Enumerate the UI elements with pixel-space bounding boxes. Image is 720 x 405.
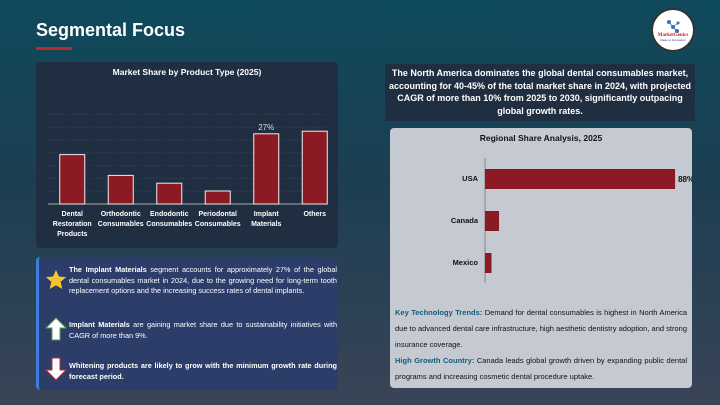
bar [107, 174, 134, 205]
north-america-summary: The North America dominates the global d… [385, 64, 695, 121]
insight-2-bold: Implant Materials [69, 320, 130, 329]
x-tick-label: Implant Materials [251, 211, 282, 228]
data-label: 27% [258, 123, 274, 132]
regional-share-chart: 88% [484, 158, 692, 283]
insight-3: Whitening products are likely to grow wi… [69, 361, 337, 382]
chart-title: Market Share by Product Type (2025) [112, 67, 262, 77]
insight-1: The Implant Materials segment accounts f… [69, 265, 337, 297]
bar [156, 182, 183, 205]
trends-label: Key Technology Trends: [395, 308, 483, 317]
product-share-chart: 27% [48, 113, 328, 205]
bar [301, 130, 328, 205]
insight-2: Implant Materials are gaining market sha… [69, 320, 337, 341]
bar [485, 169, 676, 189]
logo: MarketGenics Ideas to Innovation [651, 8, 695, 52]
product-chart-panel: Market Share by Product Type (2025) 27% … [36, 62, 338, 248]
page-title: Segmental Focus [36, 20, 186, 40]
arrow-down-icon [45, 357, 67, 381]
regional-chart-title: Regional Share Analysis, 2025 [479, 133, 603, 143]
growth-text: Canada leads global growth driven by exp… [395, 356, 687, 381]
logo-name: MarketGenics [657, 32, 689, 38]
network-icon [667, 19, 680, 33]
growth-label: High Growth Country: [395, 356, 475, 365]
title-underline [36, 47, 72, 50]
bar [204, 190, 231, 205]
y-tick-label: USA [462, 174, 478, 183]
regional-notes: Key Technology Trends: Demand for dental… [395, 305, 687, 385]
x-tick-label: Orthodontic Consumables [97, 211, 144, 228]
star-icon [45, 269, 67, 289]
insight-1-text: segment accounts for approximately 27% o… [69, 265, 337, 296]
y-tick-label: Mexico [452, 258, 478, 267]
x-tick-label: Periodontal Consumables [194, 211, 241, 228]
x-tick-label: Others [303, 211, 327, 218]
y-tick-label: Canada [450, 216, 478, 225]
bar [253, 133, 280, 205]
bar [485, 211, 500, 231]
x-tick-label: Endodontic Consumables [146, 211, 193, 228]
bar [485, 253, 492, 273]
regional-panel: Regional Share Analysis, 2025 88% USA Can… [390, 128, 692, 388]
insights-box: The Implant Materials segment accounts f… [36, 257, 338, 390]
arrow-up-icon [45, 317, 67, 341]
insight-3-bold: Whitening products are likely to grow wi… [69, 361, 337, 381]
logo-tagline: Ideas to Innovation [660, 37, 686, 42]
trends-text: Demand for dental consumables is highest… [395, 308, 687, 349]
insight-1-bold: The Implant Materials [69, 265, 147, 274]
x-tick-label: Dental Restoration Products [52, 211, 92, 238]
data-label: 88% [678, 175, 692, 184]
insight-2-text: are gaining market share due to sustaina… [69, 320, 337, 340]
bar [59, 154, 86, 205]
